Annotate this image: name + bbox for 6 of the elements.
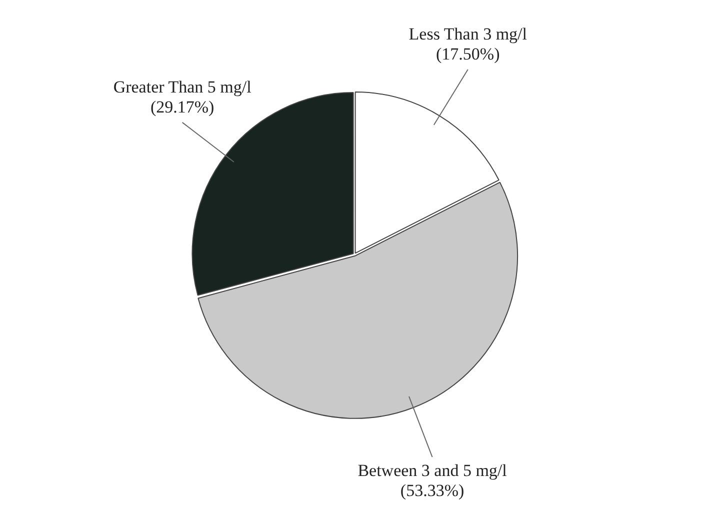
slice-label: Less Than 3 mg/l <box>408 24 528 44</box>
data-label: (29.17%) <box>150 97 214 116</box>
slice-label: Between 3 and 5 mg/l <box>358 461 508 480</box>
slice-label: Greater Than 5 mg/l <box>113 77 252 96</box>
data-label: (17.50%) <box>436 44 500 64</box>
data-label: (53.33%) <box>400 481 464 500</box>
